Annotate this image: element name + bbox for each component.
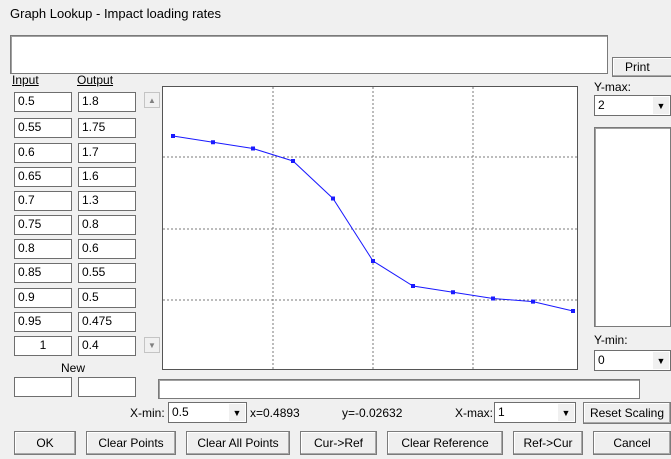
cancel-button[interactable]: Cancel	[593, 431, 671, 455]
output-cell[interactable]: 1.8	[78, 92, 136, 112]
scroll-down-button[interactable]: ▼	[144, 337, 160, 353]
new-row-label: New	[61, 361, 86, 375]
input-cell[interactable]: 0.6	[14, 143, 72, 163]
data-point	[411, 284, 415, 288]
new-output-field[interactable]	[78, 377, 136, 397]
output-cell[interactable]: 0.6	[78, 239, 136, 259]
output-cell[interactable]: 1.6	[78, 167, 136, 187]
data-point	[491, 296, 495, 301]
output-cell[interactable]: 1.3	[78, 191, 136, 211]
clear-reference-button[interactable]: Clear Reference	[387, 431, 503, 455]
description-textarea[interactable]	[10, 35, 608, 74]
triangle-up-icon: ▲	[148, 95, 156, 105]
data-point	[531, 299, 535, 304]
data-point	[571, 309, 575, 313]
xmax-select[interactable]: 1 ▼	[494, 402, 576, 423]
input-cell[interactable]: 0.7	[14, 191, 72, 211]
input-cell[interactable]: 0.8	[14, 239, 72, 259]
window-title: Graph Lookup - Impact loading rates	[10, 6, 222, 21]
input-cell[interactable]: 0.85	[14, 263, 72, 283]
new-input-field[interactable]	[14, 377, 72, 397]
graph-grid	[163, 87, 577, 369]
ref-to-cur-button[interactable]: Ref->Cur	[513, 431, 583, 455]
input-cell[interactable]: 0.55	[14, 118, 72, 138]
scroll-up-button[interactable]: ▲	[144, 92, 160, 108]
data-point	[171, 134, 175, 138]
cursor-y-readout: y=-0.02632	[342, 406, 403, 420]
output-cell[interactable]: 0.4	[78, 336, 136, 356]
data-point	[291, 159, 295, 163]
data-point	[331, 196, 335, 201]
input-cell[interactable]: 0.9	[14, 288, 72, 308]
output-cell[interactable]: 0.5	[78, 288, 136, 308]
clear-points-button[interactable]: Clear Points	[86, 431, 176, 455]
ymin-label: Y-min:	[594, 333, 628, 347]
data-point	[451, 290, 455, 295]
output-cell[interactable]: 0.475	[78, 312, 136, 332]
output-column-header: Output	[77, 73, 114, 87]
data-point	[251, 146, 255, 151]
ymin-value: 0	[598, 353, 605, 367]
reset-scaling-button[interactable]: Reset Scaling	[583, 402, 671, 424]
xmin-value: 0.5	[172, 405, 189, 419]
xmin-label: X-min:	[130, 406, 165, 420]
output-cell[interactable]: 1.75	[78, 118, 136, 138]
input-cell[interactable]: 1	[14, 336, 72, 356]
output-cell[interactable]: 0.55	[78, 263, 136, 283]
ymin-select[interactable]: 0 ▼	[594, 350, 671, 371]
ymax-value: 2	[598, 98, 605, 112]
input-column-header: Input	[12, 73, 39, 87]
graph-plot[interactable]	[163, 87, 577, 369]
chevron-down-icon[interactable]: ▼	[229, 404, 245, 421]
print-button[interactable]: Print	[612, 57, 671, 77]
input-cell[interactable]: 0.75	[14, 215, 72, 235]
output-cell[interactable]: 1.7	[78, 143, 136, 163]
xmax-value: 1	[498, 405, 505, 419]
cursor-x-readout: x=0.4893	[250, 406, 300, 420]
data-point	[371, 259, 375, 263]
ymax-label: Y-max:	[594, 80, 631, 94]
chevron-down-icon[interactable]: ▼	[653, 97, 669, 114]
reference-graph-area[interactable]	[594, 127, 671, 327]
xmin-select[interactable]: 0.5 ▼	[168, 402, 247, 423]
input-cell[interactable]: 0.65	[14, 167, 72, 187]
data-point	[211, 140, 215, 145]
equation-field[interactable]	[158, 379, 640, 399]
clear-all-points-button[interactable]: Clear All Points	[186, 431, 290, 455]
input-cell[interactable]: 0.95	[14, 312, 72, 332]
input-cell[interactable]: 0.5	[14, 92, 72, 112]
graph-panel[interactable]	[162, 86, 578, 370]
chevron-down-icon[interactable]: ▼	[653, 352, 669, 369]
chevron-down-icon[interactable]: ▼	[558, 404, 574, 421]
output-cell[interactable]: 0.8	[78, 215, 136, 235]
triangle-down-icon: ▼	[148, 340, 156, 350]
cur-to-ref-button[interactable]: Cur->Ref	[300, 431, 377, 455]
ok-button[interactable]: OK	[14, 431, 76, 455]
xmax-label: X-max:	[455, 406, 494, 420]
ymax-select[interactable]: 2 ▼	[594, 95, 671, 116]
